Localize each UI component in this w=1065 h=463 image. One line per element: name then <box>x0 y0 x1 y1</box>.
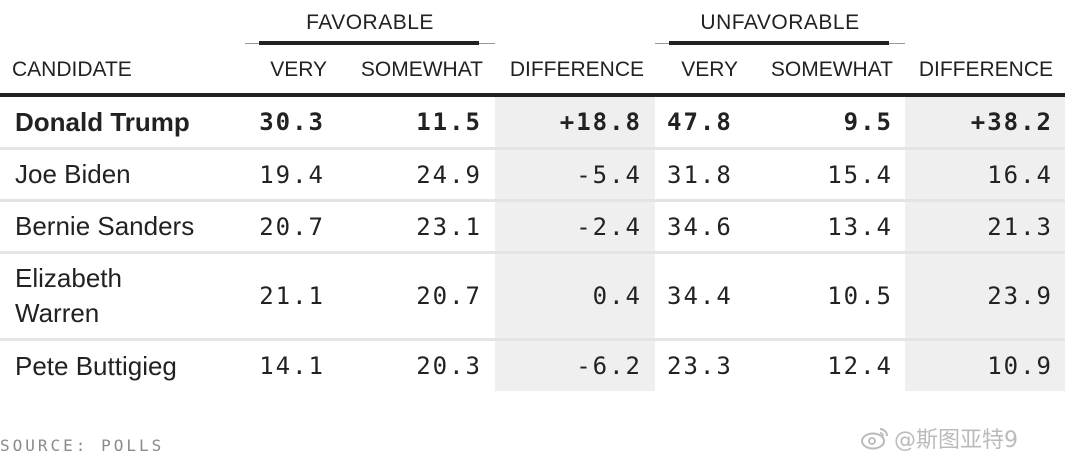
cell-unfav-somewhat: 15.4 <box>827 160 893 189</box>
watermark: @斯图亚特9 <box>860 422 1060 454</box>
cell-unfav-diff: 21.3 <box>987 212 1053 241</box>
cell-unfav-diff: +38.2 <box>970 108 1053 136</box>
group-label-unfavorable: UNFAVORABLE <box>700 11 860 34</box>
row-divider <box>0 251 1065 254</box>
colhead-candidate: CANDIDATE <box>12 58 132 81</box>
cell-unfav-diff: 16.4 <box>987 160 1053 189</box>
cell-fav-very: 14.1 <box>259 352 325 380</box>
group-rule-favorable <box>259 41 479 45</box>
cell-fav-very: 30.3 <box>259 108 325 136</box>
colhead-fav-very: VERY <box>270 58 327 81</box>
cell-unfav-somewhat: 9.5 <box>843 108 893 136</box>
cell-fav-diff: 0.4 <box>592 282 642 310</box>
cell-fav-diff: +18.8 <box>559 108 642 136</box>
colhead-unfav-very: VERY <box>681 58 738 81</box>
cell-unfav-somewhat: 10.5 <box>827 282 893 310</box>
cell-fav-very: 20.7 <box>259 212 325 241</box>
cell-unfav-very: 23.3 <box>667 352 733 380</box>
cell-fav-somewhat: 20.7 <box>416 282 482 310</box>
cell-unfav-diff: 23.9 <box>987 282 1053 310</box>
shade-fav-difference <box>495 97 655 391</box>
cell-unfav-very: 34.6 <box>667 212 733 241</box>
weibo-icon <box>861 428 888 450</box>
row-candidate-name: Joe Biden <box>15 159 131 189</box>
source-note: SOURCE: POLLS <box>0 436 165 455</box>
cell-fav-diff: -6.2 <box>576 352 642 380</box>
colhead-unfav-somewhat: SOMEWHAT <box>770 58 893 81</box>
cell-unfav-somewhat: 12.4 <box>827 352 893 380</box>
cell-fav-diff: -5.4 <box>576 160 642 189</box>
cell-unfav-somewhat: 13.4 <box>827 212 893 241</box>
row-candidate-name: Donald Trump <box>15 106 190 137</box>
cell-unfav-diff: 10.9 <box>987 352 1053 380</box>
cell-fav-somewhat: 11.5 <box>416 108 482 136</box>
colhead-fav-somewhat: SOMEWHAT <box>360 58 483 81</box>
header-rule <box>0 93 1065 97</box>
cell-unfav-very: 34.4 <box>667 282 733 310</box>
group-rule-unfavorable <box>669 41 889 45</box>
cell-fav-somewhat: 24.9 <box>416 160 482 189</box>
row-candidate-name: Bernie Sanders <box>15 211 195 241</box>
cell-fav-very: 19.4 <box>259 160 325 189</box>
cell-fav-very: 21.1 <box>259 282 325 310</box>
cell-fav-somewhat: 20.3 <box>416 352 482 380</box>
colhead-fav-difference: DIFFERENCE <box>509 58 644 81</box>
row-divider <box>0 199 1065 202</box>
watermark-text: @斯图亚特9 <box>894 428 1018 453</box>
row-divider <box>0 338 1065 341</box>
cell-unfav-very: 47.8 <box>667 108 733 136</box>
cell-unfav-very: 31.8 <box>667 160 733 189</box>
cell-fav-somewhat: 23.1 <box>416 212 482 241</box>
row-candidate-name: Elizabeth Warren <box>15 263 122 328</box>
row-candidate-name: Pete Buttigieg <box>15 350 177 381</box>
colhead-unfav-difference: DIFFERENCE <box>918 58 1053 81</box>
row-divider <box>0 147 1065 150</box>
cell-fav-diff: -2.4 <box>576 212 642 241</box>
shade-unfav-difference <box>905 97 1065 391</box>
group-label-favorable: FAVORABLE <box>306 11 434 34</box>
